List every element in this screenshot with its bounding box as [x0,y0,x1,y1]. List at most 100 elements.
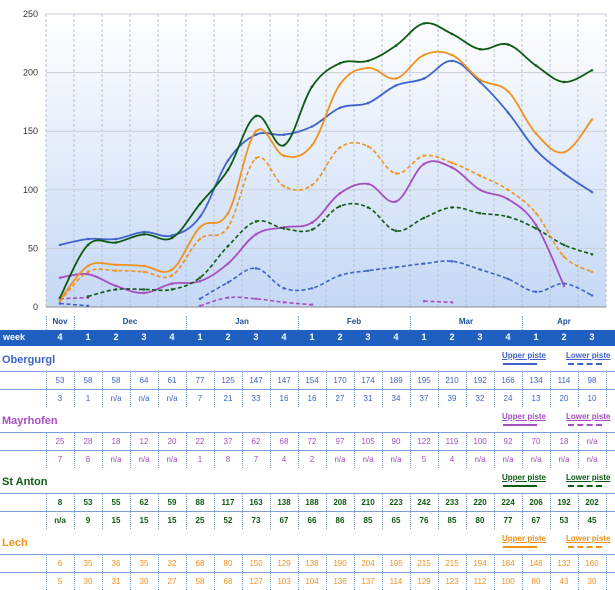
y-tick-label: 50 [28,243,38,253]
snow-depth-cell: 64 [139,376,149,385]
cell-divider [438,451,439,468]
snow-depth-cell: 53 [559,516,569,525]
mayrhofen-lower-point [450,301,454,304]
cell-divider [382,573,383,590]
mayrhofen-upper-point [58,276,62,280]
cell-divider [186,372,187,389]
week-number: 1 [533,332,539,342]
snow-depth-cell: 189 [389,376,403,385]
mayrhofen-upper-point [198,279,202,283]
snow-depth-cell: n/a [166,394,178,403]
obergurgl-upper-point [310,125,314,128]
snow-depth-cell: 98 [587,376,597,385]
obergurgl-lower-line [59,302,89,307]
month-label: Mar [458,317,474,326]
st-anton-upper-point [478,47,482,51]
st-anton-upper-point [310,85,314,88]
cell-divider [410,573,411,590]
snow-depth-cell: n/a [138,455,150,464]
cell-divider [46,390,47,407]
resort-blocks: Obergurgl Upper piste Lower piste 53 58 58 64 6… [0,346,615,590]
lech-upper-point [590,118,594,121]
snow-depth-cell: 208 [333,498,347,507]
resort-header: Lech Upper piste Lower piste [0,529,615,554]
mayrhofen-lower-point [422,299,426,303]
cell-divider [214,433,215,450]
snow-depth-cell: 112 [473,577,487,586]
snow-depth-cell: 100 [501,577,515,586]
snow-depth-cell: 127 [249,577,263,586]
lower-piste-legend-line [568,546,602,548]
st-anton-lower-point [114,288,118,291]
snow-depth-cell: 166 [501,376,515,385]
week-header-label: week [3,332,26,342]
cell-divider [270,573,271,590]
cell-divider [186,512,187,529]
cell-divider [522,372,523,389]
lech-upper-point [478,78,482,81]
cell-divider [382,433,383,450]
week-number: 1 [309,332,315,342]
snow-depth-cell: 8 [225,455,231,464]
cell-divider [130,573,131,590]
month-divider [522,316,523,330]
cell-divider [354,494,355,511]
mayrhofen-upper-point [310,221,314,224]
cell-divider [522,390,523,407]
cell-divider [494,372,495,389]
st-anton-upper-point [170,236,174,240]
snow-depth-cell: 53 [55,376,65,385]
lech-lower-point [562,255,566,258]
month-label: Apr [557,317,571,326]
obergurgl-upper-point [198,215,202,219]
snow-depth-cell: 5 [57,577,63,586]
snow-depth-cell: 9 [85,516,91,525]
snow-depth-cell: 97 [335,437,345,446]
snow-depth-cell: 4 [281,455,287,464]
cell-divider [214,494,215,511]
snow-depth-cell: 43 [559,577,569,586]
snow-depth-cell: 15 [111,516,121,525]
snow-depth-cell: n/a [502,455,514,464]
lech-lower-point [86,270,90,274]
cell-divider [130,451,131,468]
upper-piste-legend: Upper piste [502,473,547,482]
cell-divider [242,494,243,511]
snow-depth-cell: 194 [473,559,487,568]
cell-divider [186,451,187,468]
lech-upper-point [310,143,314,147]
st-anton-upper-line [59,22,593,299]
st-anton-upper-point [254,114,258,118]
lech-upper-point [114,263,118,267]
snow-depth-cell: 80 [475,516,485,525]
week-header-bar: week 4 1 2 3 4 1 2 3 4 1 2 3 4 1 2 3 4 1 2 3 [0,330,615,346]
st-anton-lower-point [254,220,258,223]
lech-lower-point [58,299,62,303]
cell-divider [298,451,299,468]
snow-depth-cell: 1 [85,394,91,403]
st-anton-upper-point [338,61,342,65]
obergurgl-upper-point [590,190,594,194]
snow-depth-cell: 6 [57,559,63,568]
cell-divider [186,494,187,511]
cell-divider [74,555,75,572]
mayrhofen-lower-point [310,303,314,306]
lech-lower-point [114,269,118,272]
obergurgl-lower-point [478,268,482,271]
lech-upper-point [422,53,426,57]
snow-depth-cell: n/a [586,455,598,464]
cell-divider [214,573,215,590]
snow-depth-cell: 188 [305,498,319,507]
lower-piste-row: 5 30 31 30 27 58 68 127 103 104 136 137 114 129 123 112… [0,572,615,590]
obergurgl-lower-point [338,274,342,277]
cell-divider [298,573,299,590]
lower-piste-row: 3 1 n/a n/a n/a 7 21 33 16 16 27 31 34 37 39 32 24 13 20 10 [0,389,615,407]
resort-header: Obergurgl Upper piste Lower piste [0,346,615,371]
cell-divider [410,433,411,450]
lech-lower-point [450,161,454,165]
lech-lower-point [226,226,230,229]
lower-piste-legend: Lower piste [566,412,611,421]
cell-divider [46,433,47,450]
snow-depth-cell: 122 [417,437,431,446]
snow-depth-cell: 195 [417,376,431,385]
